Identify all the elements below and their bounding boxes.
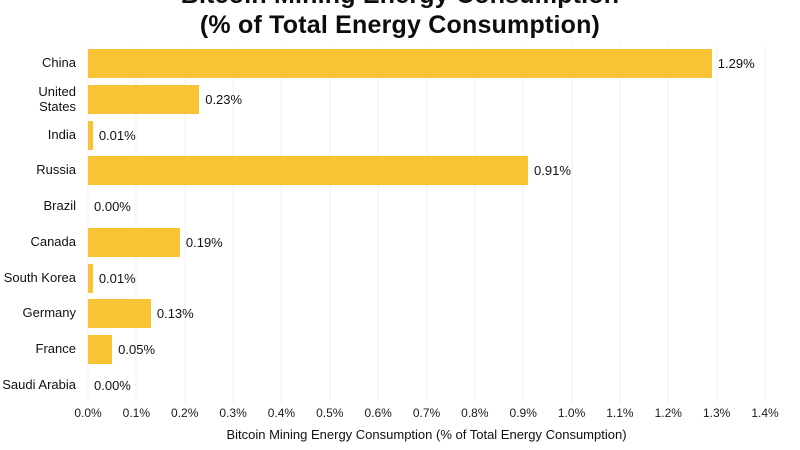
gridline [619,46,621,403]
category-label: France [35,341,76,356]
x-tick-label: 0.9% [509,406,537,420]
x-axis-title: Bitcoin Mining Energy Consumption (% of … [226,427,627,442]
category-label: South Korea [3,269,76,285]
bar-row: 0.00% [88,367,765,403]
x-tick-label: 1.0% [557,406,586,420]
category-label: India [47,126,76,142]
bar [88,85,200,115]
bar [88,334,113,364]
category-label: Brazil [43,198,76,214]
bar-value-label: 0.13% [156,306,194,322]
x-tick-label: 0.3% [219,406,247,420]
x-tick-label: 0.5% [316,406,344,420]
bar [88,156,529,186]
bar-value-label: 0.01% [98,270,136,286]
x-tick-label: 0.1% [122,406,151,420]
gridline [329,46,331,403]
category-label: Canada [30,233,76,249]
gridline [474,46,476,403]
bar [88,49,712,79]
bar-row: 0.23% [88,82,765,118]
bar-value-label: 0.19% [185,234,223,250]
bar-value-label: 0.01% [98,127,136,143]
gridline [87,46,89,403]
gridline [135,46,137,403]
chart-title-line-2: (% of Total Energy Consumption) [199,11,601,39]
x-tick-label: 1.2% [654,406,682,420]
category-label: Russia [36,162,76,178]
x-tick-label: 0.4% [267,406,296,420]
x-tick-label: 0.8% [461,406,489,420]
gridline [667,46,669,403]
bar-value-label: 0.23% [205,92,243,108]
x-tick-label: 0.7% [412,406,441,420]
bar-row: 0.91% [88,153,765,189]
bars-container: 1.29% 0.23% 0.01% 0.91% 0.00% 0.19% 0.01% 0.13%… [88,46,765,403]
bar-row: 0.01% [88,260,765,296]
x-tick-label: 1.1% [606,406,634,420]
bar-row: 0.13% [88,296,765,332]
gridline [716,46,718,403]
category-label: Saudi Arabia [2,376,76,392]
bar-row: 0.05% [88,332,765,368]
chart-title: Bitcoin Mining Energy Consumption (% of … [0,0,800,40]
bar-row: 1.29% [88,46,765,82]
category-label: United States [38,83,76,114]
x-axis-ticks: 0.0% 0.1% 0.2% 0.3% 0.4% 0.5% 0.6% 0.7% 0.8% 0.9%… [74,406,778,422]
gridline [426,46,427,403]
bar [88,263,93,293]
gridline [184,46,186,403]
gridlines [87,46,766,403]
x-tick-label: 0.0% [74,406,102,420]
bar-value-label: 0.00% [94,377,131,393]
bar-value-label: 1.29% [717,56,755,72]
x-tick-label: 1.4% [751,406,779,420]
plot-area: 1.29% 0.23% 0.01% 0.91% 0.00% 0.19% 0.01% 0.13%… [87,46,766,403]
x-tick-label: 0.2% [171,406,199,420]
gridline [522,46,524,403]
category-label: Germany [22,305,76,321]
bar-value-label: 0.05% [118,341,156,357]
gridline [571,46,573,403]
bar-row: 0.01% [88,117,765,153]
bar [88,227,180,257]
gridline [764,46,766,403]
bar [88,120,93,150]
bar-value-label: 0.91% [534,163,571,179]
gridline [377,46,379,403]
x-tick-label: 1.3% [702,406,731,420]
bar-row: 0.19% [88,225,765,261]
bar-value-label: 0.00% [94,199,131,215]
bar-row: 0.00% [88,189,765,225]
bar [88,299,151,329]
gridline [232,46,234,403]
category-labels: China United States India Russia Brazil Canad… [0,46,88,403]
chart-title-line-1: Bitcoin Mining Energy Consumption [0,0,800,10]
x-tick-label: 0.6% [364,406,392,420]
category-label: China [42,55,76,71]
gridline [280,46,282,403]
